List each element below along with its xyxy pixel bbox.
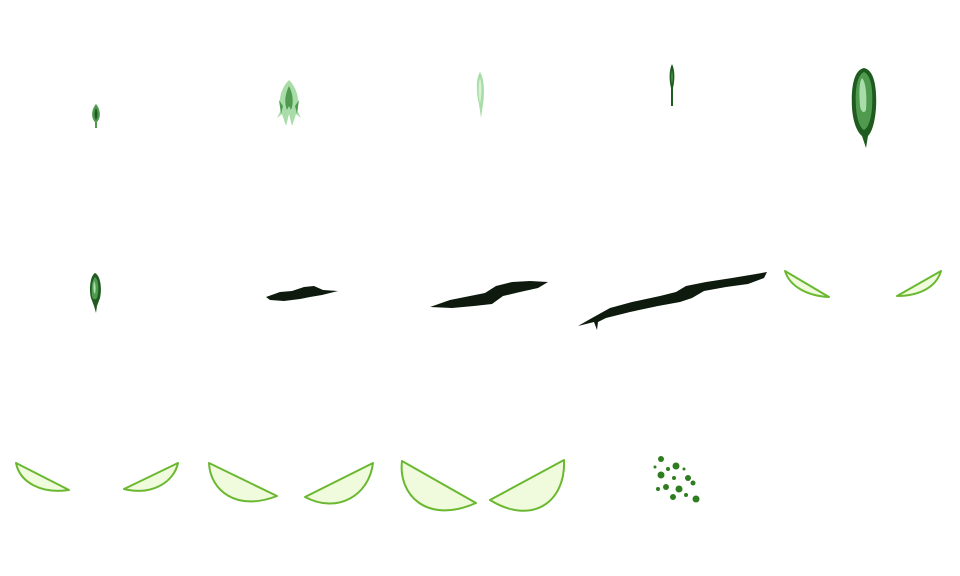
leaf-blade-pair-3 — [208, 462, 374, 505]
shadow-slash-large — [578, 272, 767, 330]
shadow-slash-small — [266, 286, 338, 301]
leaf-blade-pair-1 — [784, 270, 942, 298]
leaf-burst-sprite — [277, 80, 301, 126]
leaf-blade-pair-4 — [400, 459, 566, 512]
tiny-leaf-sprite — [92, 104, 100, 128]
dark-sprout-sprite — [669, 64, 675, 106]
shadow-slash-medium — [430, 281, 548, 308]
large-pod-sprite — [851, 68, 877, 148]
seed-scatter — [653, 456, 700, 503]
small-pod-sprite — [90, 273, 101, 313]
thin-sprout-sprite — [476, 72, 484, 118]
leaf-blade-pair-2 — [15, 462, 179, 492]
